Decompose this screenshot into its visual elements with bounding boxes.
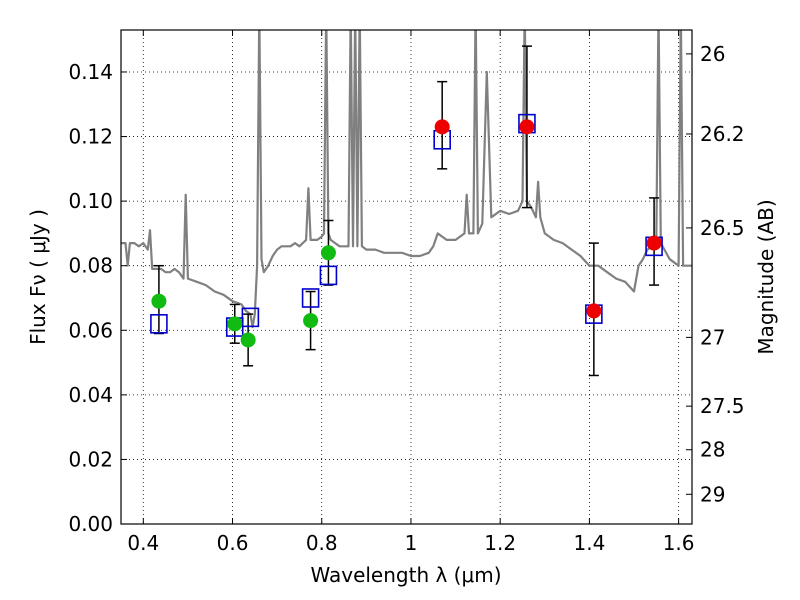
x-tick-label: 0.4 — [127, 531, 159, 555]
y2-axis-label: Magnitude (AB) — [754, 199, 778, 354]
model-photometry-square — [150, 314, 168, 334]
model-photometry-square — [241, 307, 260, 328]
y-tick-label: 0.14 — [68, 60, 113, 84]
y2-tick-label: 27 — [700, 325, 725, 349]
y-tick-label: 0.10 — [68, 189, 113, 213]
y2-tick-label: 26 — [700, 42, 725, 66]
y-tick-label: 0.06 — [68, 318, 113, 342]
x-axis-label: Wavelength λ (μm) — [310, 563, 501, 587]
y-axis-label: Flux Fν ( μJy ) — [26, 209, 50, 345]
y2-tick-label: 26.5 — [700, 216, 745, 240]
y-tick-label: 0.12 — [68, 125, 113, 149]
x-tick-label: 0.6 — [217, 531, 249, 555]
plot-area — [121, 30, 692, 524]
axis-ticks: 0.4 0.6 0.8 1 1.2 1.4 1.6 0.00 0.02 0.04 0.06 0.08 0… — [68, 30, 745, 555]
photometry-point — [151, 293, 167, 309]
photometry-point — [646, 235, 662, 251]
y-tick-label: 0.02 — [68, 447, 113, 471]
photometry-point — [519, 119, 535, 135]
y2-tick-label: 28 — [700, 438, 725, 462]
x-tick-label: 1.2 — [484, 531, 516, 555]
y2-tick-label: 26.2 — [700, 122, 745, 146]
photometry-point — [586, 303, 602, 319]
x-tick-label: 1 — [405, 531, 418, 555]
y-tick-label: 0.04 — [68, 383, 113, 407]
photometry-point — [227, 316, 243, 332]
photometry-point — [434, 119, 450, 135]
y-tick-label: 0.08 — [68, 254, 113, 278]
photometry-point — [240, 332, 256, 348]
model-photometry-square — [319, 265, 338, 286]
x-tick-label: 0.8 — [306, 531, 338, 555]
y2-tick-label: 29 — [700, 482, 725, 506]
y2-tick-label: 27.5 — [700, 394, 745, 418]
photometry-point — [320, 245, 336, 261]
photometry-point — [303, 313, 319, 329]
x-tick-label: 1.4 — [573, 531, 605, 555]
chart-marks — [121, 30, 692, 377]
model-spectrum-line — [121, 30, 692, 329]
plot-frame — [120, 29, 693, 525]
model-photometry-square — [301, 288, 320, 308]
x-tick-label: 1.6 — [663, 531, 695, 555]
y-tick-label: 0.00 — [68, 512, 113, 536]
